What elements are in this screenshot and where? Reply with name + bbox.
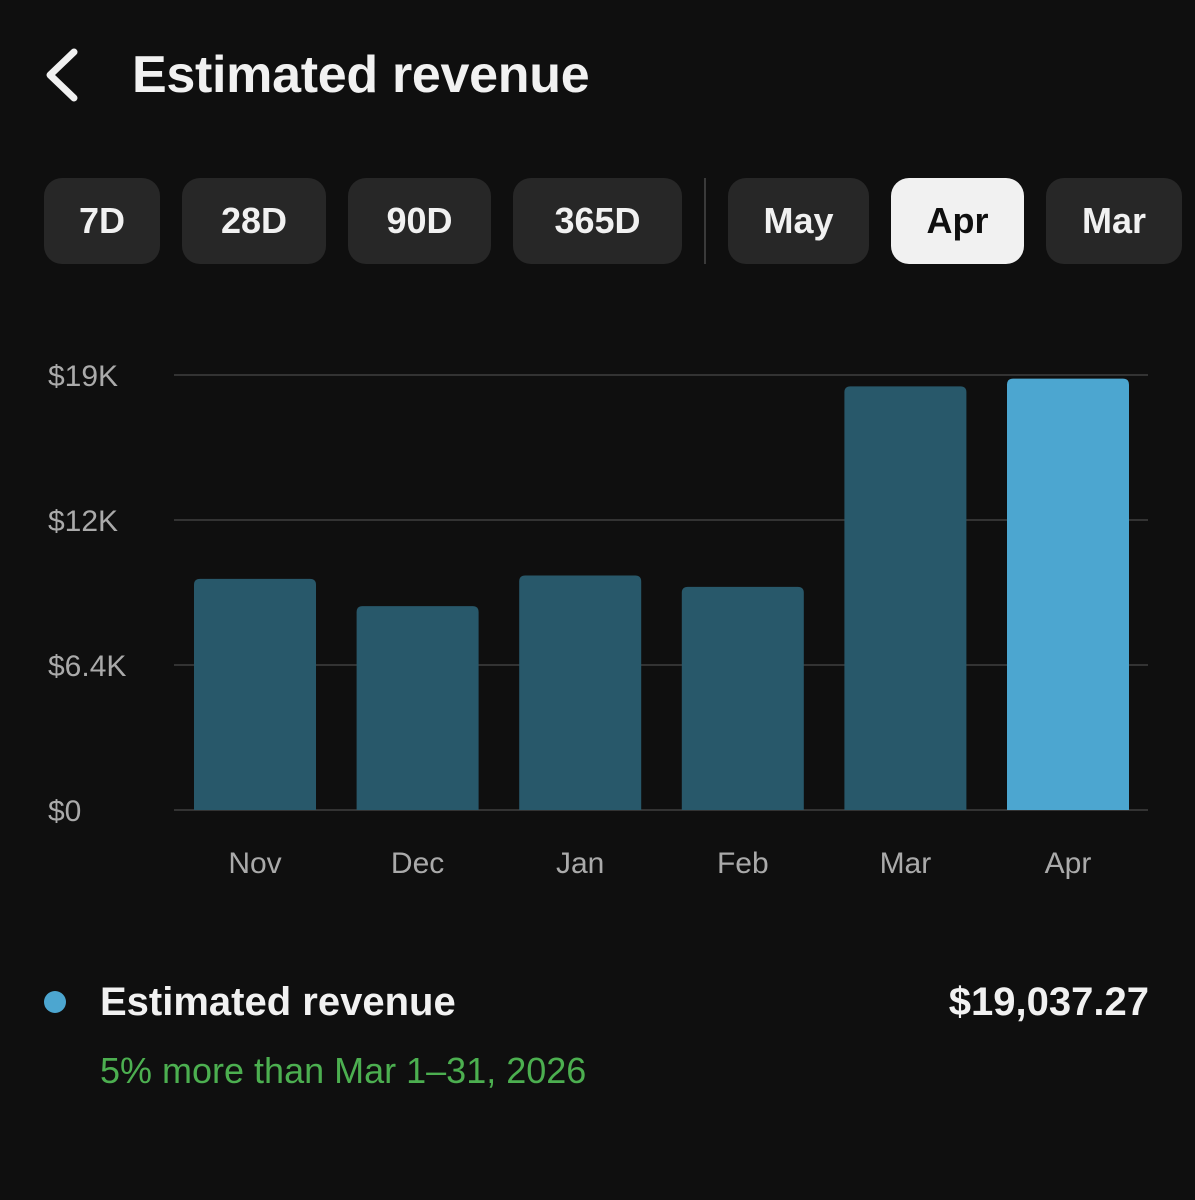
legend-value: $19,037.27 bbox=[948, 980, 1149, 1024]
revenue-chart: $0 $6.4K $12K $19K Nov Dec Jan Feb Mar Apr bbox=[0, 340, 1195, 900]
chip-apr[interactable]: Apr bbox=[891, 178, 1024, 264]
legend: Estimated revenue $19,037.27 5% more tha… bbox=[0, 970, 1195, 1110]
x-tick-label: Mar bbox=[880, 847, 932, 880]
x-tick-label: Feb bbox=[717, 847, 769, 880]
chip-365d[interactable]: 365D bbox=[513, 178, 682, 264]
back-button[interactable] bbox=[36, 42, 96, 108]
date-range-chips: 7D 28D 90D 365D May Apr Mar bbox=[0, 178, 1195, 266]
revenue-bar-chart: $0 $6.4K $12K $19K Nov Dec Jan Feb Mar Apr bbox=[48, 360, 1148, 880]
bar-mar[interactable] bbox=[844, 386, 967, 810]
x-tick-label: Jan bbox=[556, 847, 604, 880]
chip-divider bbox=[704, 178, 706, 264]
x-tick-label: Apr bbox=[1045, 847, 1092, 880]
chip-7d[interactable]: 7D bbox=[44, 178, 160, 264]
bar-nov[interactable] bbox=[194, 578, 316, 810]
bar-feb[interactable] bbox=[681, 586, 804, 810]
x-tick-label: Dec bbox=[391, 847, 444, 880]
legend-dot bbox=[44, 991, 66, 1013]
y-tick-label: $19K bbox=[48, 360, 118, 393]
y-tick-label: $6.4K bbox=[48, 650, 126, 683]
bar-apr[interactable] bbox=[1007, 378, 1129, 810]
comparison-text: 5% more than Mar 1–31, 2026 bbox=[100, 1050, 587, 1091]
page-title: Estimated revenue bbox=[132, 46, 590, 104]
legend-label: Estimated revenue bbox=[100, 980, 456, 1024]
y-tick-label: $12K bbox=[48, 505, 118, 538]
bar-jan[interactable] bbox=[519, 575, 642, 810]
chip-28d[interactable]: 28D bbox=[182, 178, 326, 264]
bar-dec[interactable] bbox=[356, 606, 479, 810]
y-tick-label: $0 bbox=[48, 795, 81, 828]
header: Estimated revenue bbox=[0, 0, 1195, 150]
chip-may[interactable]: May bbox=[728, 178, 869, 264]
chip-90d[interactable]: 90D bbox=[348, 178, 491, 264]
x-tick-label: Nov bbox=[228, 847, 281, 880]
chevron-left-icon bbox=[46, 48, 78, 102]
chip-mar[interactable]: Mar bbox=[1046, 178, 1182, 264]
